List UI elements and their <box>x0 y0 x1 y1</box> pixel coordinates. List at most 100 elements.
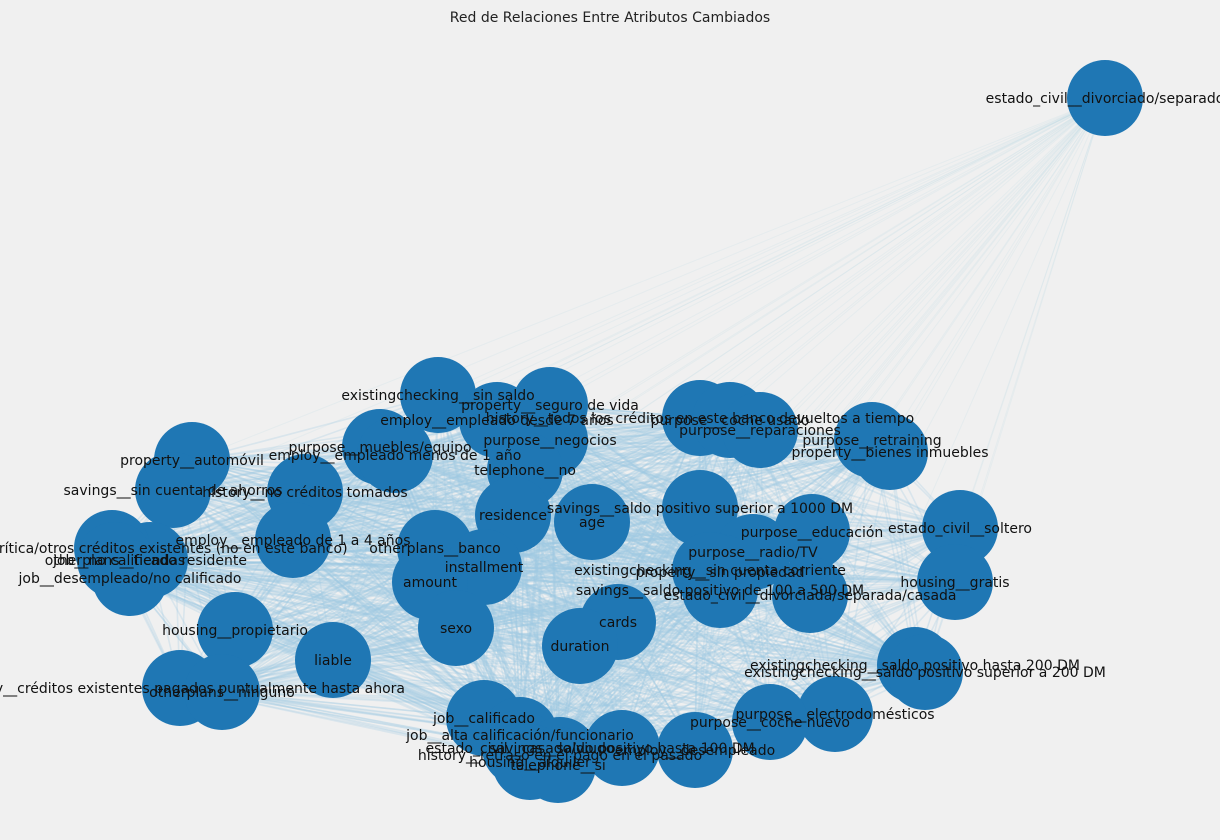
edge <box>221 469 526 693</box>
edge <box>172 489 623 749</box>
edge <box>519 527 961 749</box>
edge <box>129 439 551 579</box>
node-label: purpose__reparaciones <box>679 423 841 439</box>
node-41 <box>887 634 963 710</box>
edge <box>332 571 721 661</box>
edge <box>549 97 1106 441</box>
edge <box>429 581 916 666</box>
edge <box>304 491 696 751</box>
nodes-layer <box>74 60 1143 803</box>
edge <box>172 469 526 491</box>
edge <box>549 404 813 533</box>
edge <box>549 404 956 583</box>
edge <box>172 417 701 491</box>
edge <box>332 659 916 666</box>
edge <box>621 594 811 749</box>
edge <box>172 489 514 516</box>
node-label: residence <box>479 508 547 524</box>
edge <box>332 429 761 661</box>
edge <box>172 97 1106 491</box>
edge <box>179 671 926 689</box>
edge <box>394 451 891 456</box>
edge <box>959 97 1106 529</box>
edge <box>111 547 696 751</box>
edge <box>483 671 926 719</box>
edge <box>394 454 916 666</box>
edge <box>111 419 731 549</box>
edge <box>114 429 761 561</box>
node-50 <box>584 710 660 786</box>
node-label: housing__gratis <box>900 575 1009 591</box>
edge <box>519 527 961 736</box>
node-label: otherplans__tiendas <box>45 553 185 569</box>
edge <box>111 547 926 673</box>
edge <box>519 581 956 749</box>
edge <box>394 454 926 673</box>
edge <box>549 439 623 749</box>
edge <box>114 559 619 623</box>
edge <box>191 459 581 647</box>
edge <box>191 459 485 719</box>
edge <box>191 419 731 461</box>
node-label: property__sin propiedad <box>635 565 804 581</box>
edge <box>114 559 581 647</box>
node-14 <box>135 452 211 528</box>
node-43 <box>184 654 260 730</box>
node-label: liable <box>314 653 352 669</box>
node-label: purpose__coche nuevo <box>690 715 850 731</box>
node-label: history__no créditos tomados <box>202 485 407 501</box>
edge <box>332 589 721 661</box>
edge <box>591 439 873 523</box>
edge <box>591 451 891 523</box>
edge <box>617 621 916 666</box>
edge <box>304 491 836 715</box>
node-label: history__cuenta crítica/otros créditos e… <box>0 541 348 557</box>
node-label: history__retraso en el pago en el pasado <box>418 748 702 764</box>
edge <box>191 97 1106 461</box>
node-label: purpose__radio/TV <box>688 545 818 561</box>
edge <box>455 627 926 673</box>
node-label: purpose__electrodomésticos <box>735 707 934 723</box>
edge <box>129 429 761 579</box>
edge <box>179 664 916 689</box>
edge <box>129 577 581 647</box>
node-44 <box>797 676 873 752</box>
node-36 <box>197 592 273 668</box>
edge <box>149 446 381 561</box>
edge <box>394 454 696 751</box>
node-label: telephone__si <box>510 758 606 774</box>
node-label: employ__empleado desde 7 años <box>380 413 613 429</box>
edge <box>519 581 956 736</box>
node-label: savings__saldo positivo hasta 100 DM <box>489 741 754 757</box>
edge <box>889 97 1106 453</box>
edge <box>496 97 1106 421</box>
edge <box>394 454 711 571</box>
edge <box>304 491 771 723</box>
edge <box>549 97 1106 406</box>
edge <box>129 469 526 579</box>
edge <box>234 97 1106 631</box>
edge <box>591 521 926 673</box>
edge <box>129 417 701 579</box>
edge <box>519 594 811 736</box>
edge <box>149 439 551 561</box>
edge <box>129 577 619 623</box>
edge <box>129 577 457 629</box>
edge <box>292 539 485 719</box>
edge <box>759 429 956 583</box>
node-label: installment <box>445 560 524 576</box>
node-label: savings__saldo positivo superior a 1000 … <box>547 501 853 517</box>
node-label: existingchecking__saldo positivo hasta 2… <box>750 658 1080 674</box>
node-label: sexo <box>440 621 472 637</box>
edge <box>179 97 1106 689</box>
edge <box>483 417 701 719</box>
edge <box>179 439 873 689</box>
edge <box>709 97 1106 571</box>
edge <box>172 489 485 719</box>
edge <box>234 469 526 631</box>
edge <box>379 446 891 453</box>
edge <box>234 439 873 631</box>
node-24 <box>92 540 168 616</box>
edge <box>455 507 701 629</box>
